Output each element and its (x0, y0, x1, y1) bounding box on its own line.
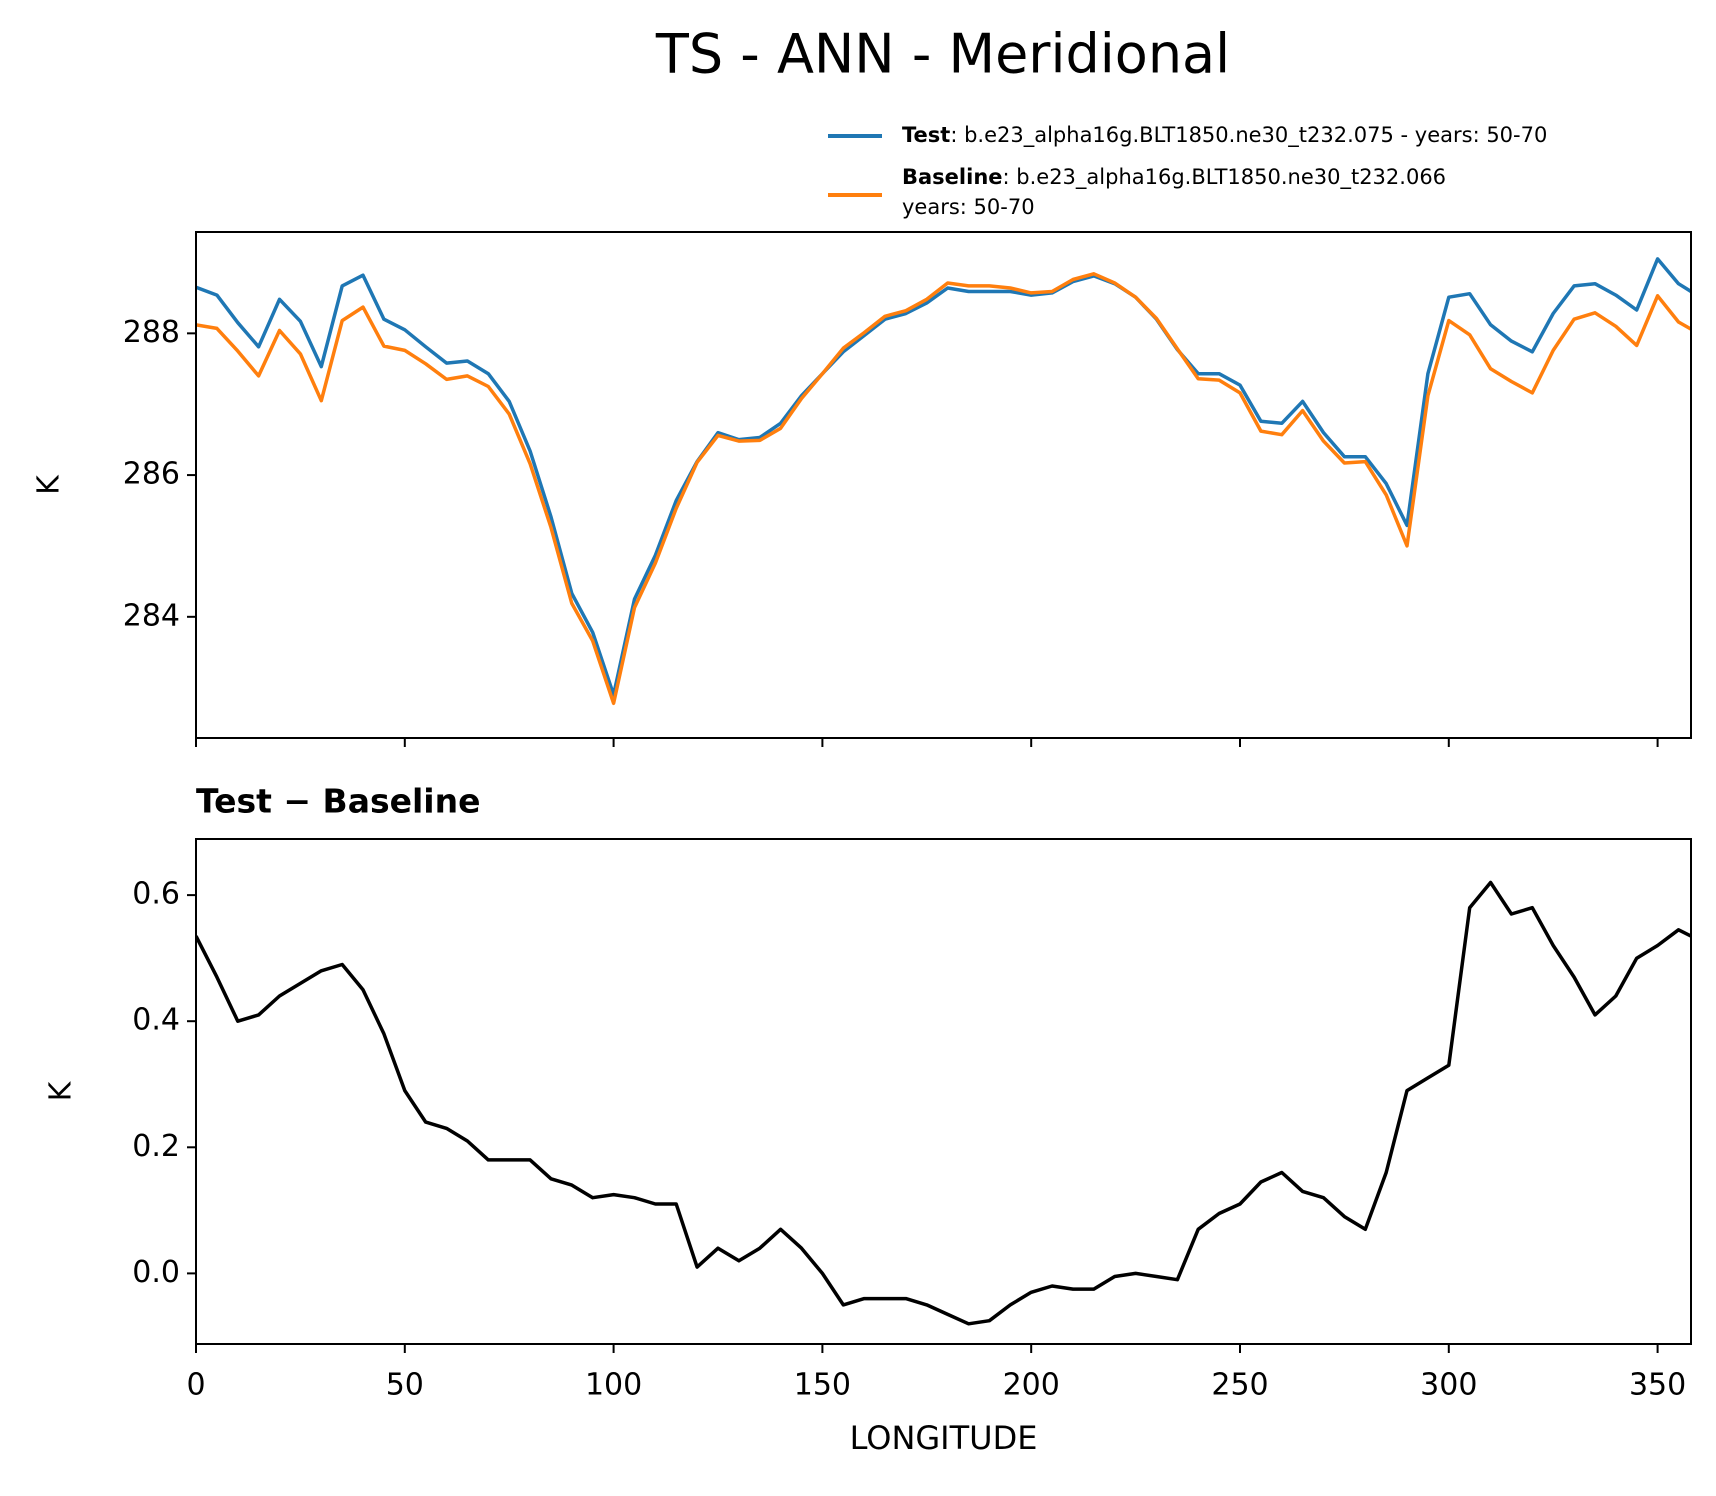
subplot-title: Test − Baseline (196, 782, 481, 821)
legend-description: : b.e23_alpha16g.BLT1850.ne30_t232.075 -… (950, 123, 1547, 148)
x-tick-label: 100 (585, 1368, 642, 1403)
x-axis-label: LONGITUDE (850, 1419, 1038, 1457)
x-tick-label: 0 (186, 1368, 205, 1403)
x-tick-label: 350 (1629, 1368, 1686, 1403)
y-axis-label: K (44, 1080, 79, 1101)
data-line (196, 257, 1691, 697)
x-tick-label: 50 (386, 1368, 424, 1403)
y-tick-label: 288 (123, 315, 180, 350)
x-tick-label: 150 (794, 1368, 851, 1403)
data-line (196, 272, 1691, 706)
legend-label-line2: years: 50-70 (902, 195, 1035, 219)
y-tick-label: 0.2 (132, 1129, 180, 1164)
x-tick-label: 300 (1420, 1368, 1477, 1403)
legend-label: Test: b.e23_alpha16g.BLT1850.ne30_t232.0… (902, 123, 1547, 148)
data-line (196, 880, 1691, 1326)
x-tick-label: 250 (1211, 1368, 1268, 1403)
legend-name: Test (902, 123, 950, 147)
legend-description: : b.e23_alpha16g.BLT1850.ne30_t232.066 (1003, 165, 1447, 190)
axes-frame (195, 838, 1692, 1345)
legend-name: Baseline (902, 165, 1003, 189)
figure-title: TS - ANN - Meridional (655, 23, 1230, 86)
y-tick-label: 0.6 (132, 877, 180, 912)
axes-frame (195, 231, 1692, 739)
x-tick-label: 200 (1003, 1368, 1060, 1403)
y-tick-label: 0.0 (132, 1255, 180, 1290)
y-tick-label: 284 (123, 598, 180, 633)
y-tick-label: 286 (123, 457, 180, 492)
legend-label: Baseline: b.e23_alpha16g.BLT1850.ne30_t2… (902, 165, 1446, 190)
y-axis-label: K (32, 474, 67, 495)
y-tick-label: 0.4 (132, 1003, 180, 1038)
